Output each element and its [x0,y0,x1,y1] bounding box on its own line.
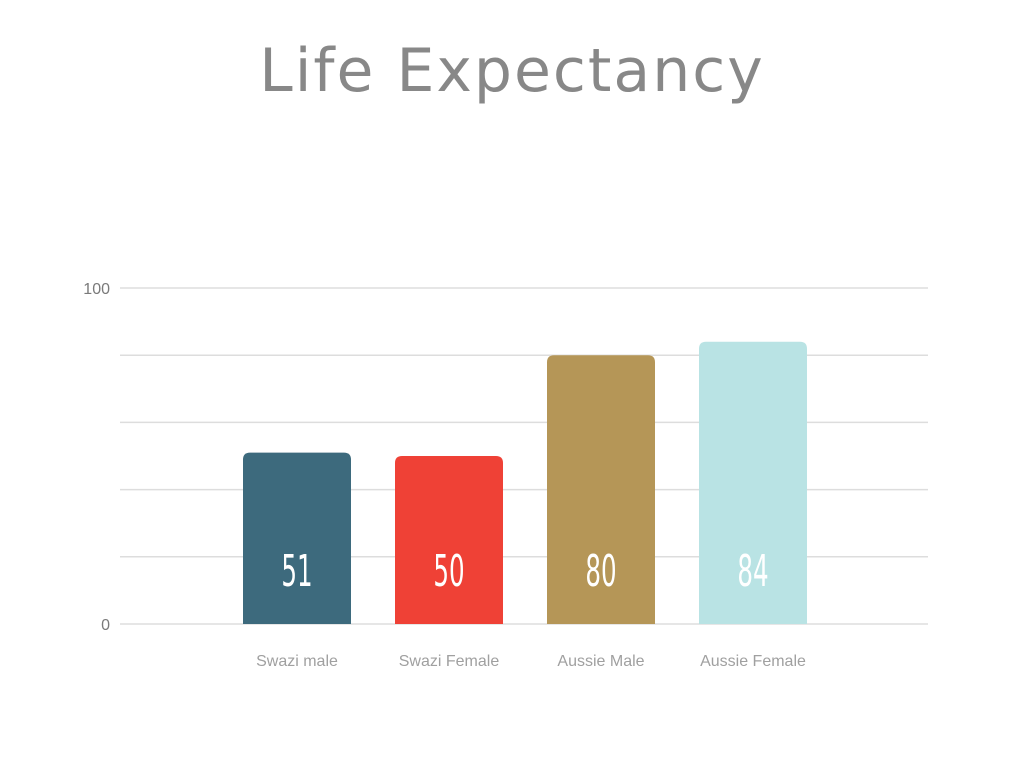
bar-value-label: 84 [737,545,768,597]
x-tick-label: Swazi male [256,653,338,670]
chart-title: Life Expectancy [259,36,765,106]
bar [547,355,655,624]
x-tick-label: Swazi Female [399,653,500,670]
y-tick-label: 100 [83,281,110,298]
x-tick-label: Aussie Male [557,653,644,670]
y-tick-label: 0 [101,617,110,634]
bar [243,452,351,624]
bar [395,456,503,624]
bar-value-label: 51 [281,545,312,597]
x-tick-label: Aussie Female [700,653,806,670]
bar [699,341,807,624]
bar-value-label: 50 [433,545,464,597]
bar-value-label: 80 [585,545,616,597]
